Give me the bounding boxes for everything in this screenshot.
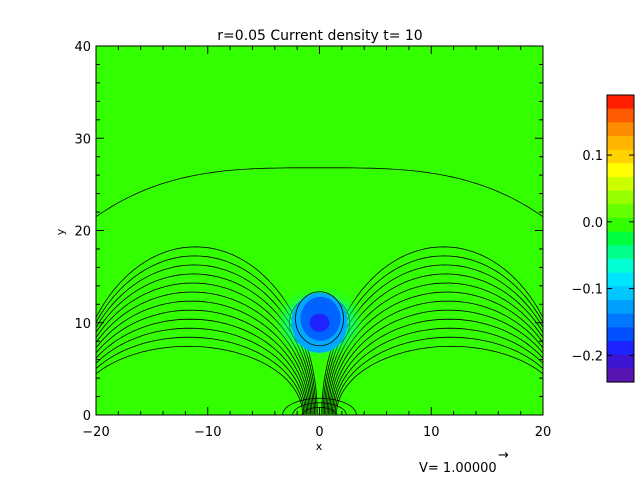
contour-line — [326, 282, 543, 415]
contour-line — [96, 345, 303, 415]
contour-line — [282, 397, 357, 415]
blob-contour — [295, 291, 344, 347]
y-tick-label: 30 — [74, 132, 91, 147]
axis-ticks: −20 −10 0 10 20 0 10 20 30 40 — [74, 40, 551, 440]
colorbar-swatch — [607, 149, 634, 164]
colorbar: 0.1 0.0 −0.1 −0.2 — [571, 95, 634, 383]
contour-line — [96, 336, 305, 415]
contour-line — [96, 327, 306, 415]
x-tick-label: 20 — [535, 425, 552, 440]
y-tick-label: 0 — [83, 409, 91, 424]
contour-line — [334, 336, 543, 415]
blob-core — [309, 313, 330, 332]
colorbar-swatch — [607, 368, 634, 383]
contour-line — [329, 300, 543, 415]
contour-line — [292, 402, 347, 415]
x-tick-label: −20 — [82, 425, 109, 440]
contour-line — [332, 318, 543, 415]
contour-line — [328, 291, 543, 415]
colorbar-tick-label: 0.1 — [582, 149, 603, 164]
colorbar-swatch — [607, 136, 634, 151]
colorbar-tick-label: −0.1 — [571, 283, 603, 298]
colorbar-swatch — [607, 354, 634, 369]
contour-line — [336, 345, 543, 415]
colorbar-swatch — [607, 313, 634, 328]
x-tick-label: 10 — [423, 425, 440, 440]
colorbar-swatch — [607, 108, 634, 123]
colorbar-swatch — [607, 341, 634, 356]
contour-line — [96, 309, 309, 415]
colorbar-swatch — [607, 245, 634, 260]
x-axis-label: x — [316, 440, 323, 453]
y-axis-label: y — [54, 228, 67, 235]
y-tick-label: 20 — [74, 225, 91, 240]
contour-line — [333, 327, 543, 415]
velocity-annotation: V= 1.00000 — [419, 461, 497, 476]
colorbar-swatch — [607, 190, 634, 205]
colorbar-swatch — [607, 218, 634, 233]
velocity-arrow-icon: → — [498, 448, 509, 463]
contour-line — [96, 167, 543, 218]
colorbar-frame — [606, 94, 635, 383]
colorbar-swatch — [607, 177, 634, 192]
x-tick-label: −10 — [194, 425, 221, 440]
contour-line — [96, 282, 313, 415]
colorbar-swatch — [607, 122, 634, 137]
colorbar-swatch — [607, 231, 634, 246]
colorbar-swatch — [607, 300, 634, 315]
colorbar-swatch — [607, 272, 634, 287]
y-tick-label: 10 — [74, 317, 91, 332]
colorbar-swatch — [607, 204, 634, 219]
colorbar-tick-label: 0.0 — [582, 216, 603, 231]
contour-line — [96, 318, 307, 415]
colorbar-swatch — [607, 95, 634, 110]
colorbar-swatch — [607, 163, 634, 178]
y-tick-label: 40 — [74, 40, 91, 55]
current-density-blob — [271, 284, 368, 361]
colorbar-tick-label: −0.2 — [571, 349, 603, 364]
contour-line — [96, 291, 311, 415]
colorbar-swatch — [607, 286, 634, 301]
chart-title: r=0.05 Current density t= 10 — [217, 28, 422, 44]
colorbar-swatch — [607, 259, 634, 274]
contour-line — [330, 309, 543, 415]
contour-line — [96, 300, 310, 415]
colorbar-swatch — [607, 327, 634, 342]
x-tick-label: 0 — [315, 425, 323, 440]
